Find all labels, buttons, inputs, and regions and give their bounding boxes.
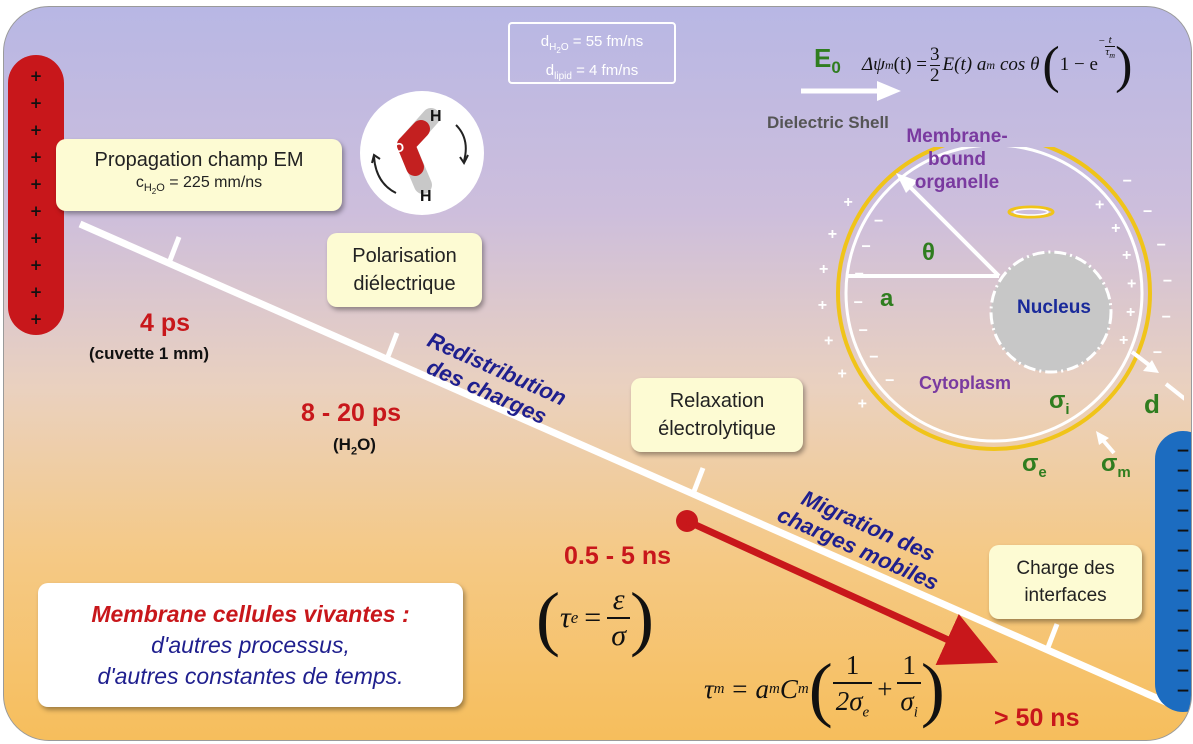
inner-minus-charge: −: [855, 266, 864, 283]
charge-sign: −: [1175, 641, 1191, 661]
positive-electrode: + + + + + + + + + +: [8, 55, 64, 335]
time-interface: > 50 ns: [994, 704, 1080, 732]
charge-sign: +: [29, 175, 43, 193]
inner-plus-charge: +: [1119, 332, 1128, 349]
inner-minus-charge: −: [869, 349, 878, 366]
outer-plus-charge: +: [818, 297, 827, 314]
theta-line: [904, 181, 1001, 278]
time-propagation-note: (cuvette 1 mm): [89, 344, 209, 363]
cell-diagram: + − + − + − + − + − + − + − + − + − + − + − + − + −: [818, 147, 1184, 455]
charge-sign: +: [29, 202, 43, 220]
inner-minus-charge: −: [854, 294, 863, 311]
charge-sign: −: [1175, 601, 1191, 621]
outer-plus-charge: +: [819, 261, 828, 278]
charge-sign: −: [1175, 621, 1191, 641]
outer-minus-charge: −: [1153, 345, 1162, 362]
charge-sign: −: [1175, 541, 1191, 561]
charge-sign: +: [29, 94, 43, 112]
hydrogen-label: H: [420, 188, 432, 205]
inner-plus-charge: +: [1111, 220, 1120, 237]
timeline-tick: [166, 236, 182, 264]
negative-electrode: − − − − − − − − − − − − −: [1155, 431, 1191, 712]
timeline-tick: [384, 332, 400, 360]
timeline-graphics: [78, 220, 1179, 711]
organelle-label: Membrane-bound organelle: [906, 126, 1008, 193]
outer-minus-charge: −: [1123, 173, 1132, 190]
sigma-i-label: σi: [1049, 387, 1070, 418]
time-polarisation: 8 - 20 ps: [301, 399, 402, 427]
charge-sign: −: [1175, 501, 1191, 521]
propagation-box: Propagation champ EM cH2O = 225 mm/ns: [56, 139, 342, 211]
inner-plus-charge: +: [1095, 196, 1104, 213]
outer-plus-charge: +: [858, 396, 867, 413]
charge-sign: +: [29, 283, 43, 301]
organelle: [1007, 205, 1055, 219]
membrane-note-box: Membrane cellules vivantes : d'autres pr…: [38, 583, 463, 707]
inner-minus-charge: −: [859, 322, 868, 339]
charge-sign: +: [29, 121, 43, 139]
sigma-e-label: σe: [1022, 450, 1047, 481]
outer-minus-charge: −: [1143, 203, 1152, 220]
oxygen-label: O: [394, 140, 404, 155]
hydrogen-label: H: [430, 108, 442, 125]
charge-sign: −: [1175, 581, 1191, 601]
nucleus-label: Nucleus: [1017, 297, 1091, 318]
nucleus: [989, 250, 1113, 374]
water-molecule: O H H: [360, 91, 484, 215]
timeline-tick: [1044, 623, 1060, 651]
inner-membrane: [844, 147, 1144, 443]
outer-minus-charge: −: [1157, 237, 1166, 254]
charge-sign: +: [29, 67, 43, 85]
inner-minus-charge: −: [874, 213, 883, 230]
charge-sign: +: [29, 229, 43, 247]
charge-sign: −: [1175, 681, 1191, 701]
outer-plus-charge: +: [824, 332, 833, 349]
charge-sign: +: [29, 310, 43, 328]
charge-sign: −: [1175, 661, 1191, 681]
outer-membrane: [836, 147, 1152, 451]
inner-plus-charge: +: [1127, 275, 1136, 292]
d-arrow: [1164, 382, 1184, 401]
charge-sign: −: [1175, 481, 1191, 501]
inner-plus-charge: +: [1126, 304, 1135, 321]
time-polarisation-note: (H2O): [333, 435, 376, 458]
d-label: d: [1144, 389, 1160, 419]
outer-minus-charge: −: [1163, 273, 1172, 290]
charge-box: Charge des interfaces: [989, 545, 1142, 619]
dielectric-shell-label: Dielectric Shell: [767, 113, 889, 132]
relaxation-box: Relaxation électrolytique: [631, 378, 803, 452]
inner-minus-charge: −: [885, 372, 894, 389]
charge-sign: −: [1175, 521, 1191, 541]
inner-minus-charge: −: [862, 238, 871, 255]
outer-minus-charge: −: [1162, 309, 1171, 326]
charge-sign: +: [29, 256, 43, 274]
polarisation-box: Polarisation diélectrique: [327, 233, 482, 307]
cytoplasm-label: Cytoplasm: [919, 373, 1012, 393]
time-propagation: 4 ps: [140, 309, 191, 337]
charge-sign: −: [1175, 461, 1191, 481]
outer-plus-charge: +: [828, 226, 837, 243]
outer-plus-charge: +: [837, 366, 846, 383]
charge-sign: +: [29, 148, 43, 166]
timeline-tick: [690, 467, 706, 495]
diffusion-rates-box: dH2O = 55 fm/ns dlipid = 4 fm/ns: [508, 22, 676, 84]
e0-arrow: [801, 81, 901, 101]
charge-sign: −: [1175, 561, 1191, 581]
inner-plus-charge: +: [1122, 247, 1131, 264]
diagram-canvas: + + + + + + + + + + − − − − − − − − − − − − − dH2O = 55 fm/ns…: [3, 6, 1192, 741]
time-relaxation: 0.5 - 5 ns: [564, 542, 671, 570]
theta-label: θ: [922, 239, 935, 266]
e0-label: E0: [814, 43, 841, 78]
a-label: a: [880, 285, 894, 312]
sigma-m-label: σm: [1101, 450, 1131, 481]
outer-plus-charge: +: [843, 194, 852, 211]
charge-sign: −: [1175, 441, 1191, 461]
migration-arrow: [685, 517, 999, 665]
